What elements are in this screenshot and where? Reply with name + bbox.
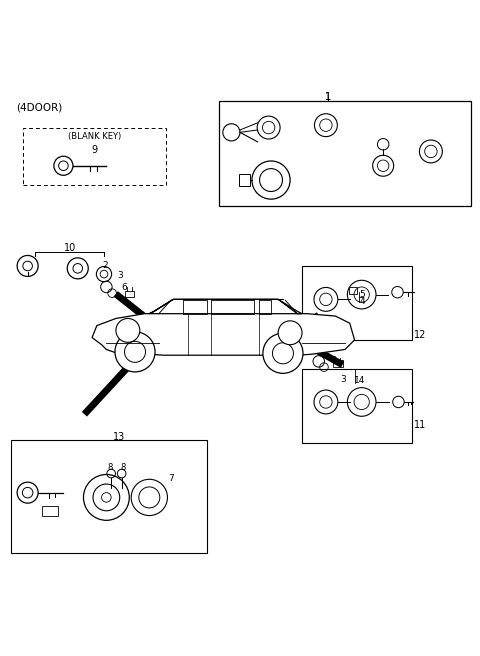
Bar <box>302 369 412 443</box>
Bar <box>42 506 58 516</box>
Polygon shape <box>92 314 355 355</box>
Text: 14: 14 <box>354 376 365 385</box>
Text: 7: 7 <box>168 474 174 483</box>
Text: 8: 8 <box>108 463 113 472</box>
Text: 6: 6 <box>121 283 127 292</box>
Text: 3: 3 <box>340 375 346 384</box>
Bar <box>302 266 412 340</box>
Text: 10: 10 <box>63 243 76 253</box>
Circle shape <box>124 341 145 362</box>
Text: 4: 4 <box>360 297 365 306</box>
Text: 12: 12 <box>414 330 427 340</box>
Text: 2: 2 <box>103 261 108 270</box>
Text: (BLANK KEY): (BLANK KEY) <box>68 132 121 140</box>
Bar <box>333 360 343 367</box>
Text: (4DOOR): (4DOOR) <box>16 102 62 112</box>
Bar <box>23 127 166 185</box>
Bar <box>349 287 357 294</box>
Bar <box>218 101 471 206</box>
Bar <box>11 440 206 553</box>
Text: 6: 6 <box>330 356 336 365</box>
Text: 1: 1 <box>325 92 331 102</box>
Text: 11: 11 <box>414 420 427 430</box>
Polygon shape <box>149 299 302 314</box>
Circle shape <box>263 333 303 373</box>
Circle shape <box>116 318 140 342</box>
Circle shape <box>273 343 293 364</box>
Bar <box>125 291 134 297</box>
Circle shape <box>278 321 302 344</box>
Circle shape <box>115 332 155 372</box>
Text: 9: 9 <box>91 146 97 155</box>
Text: 3: 3 <box>117 271 122 280</box>
Bar <box>239 174 251 186</box>
Text: 8: 8 <box>120 463 125 472</box>
Text: 5: 5 <box>360 289 366 298</box>
Text: 13: 13 <box>113 432 125 441</box>
Text: 1: 1 <box>325 92 331 102</box>
